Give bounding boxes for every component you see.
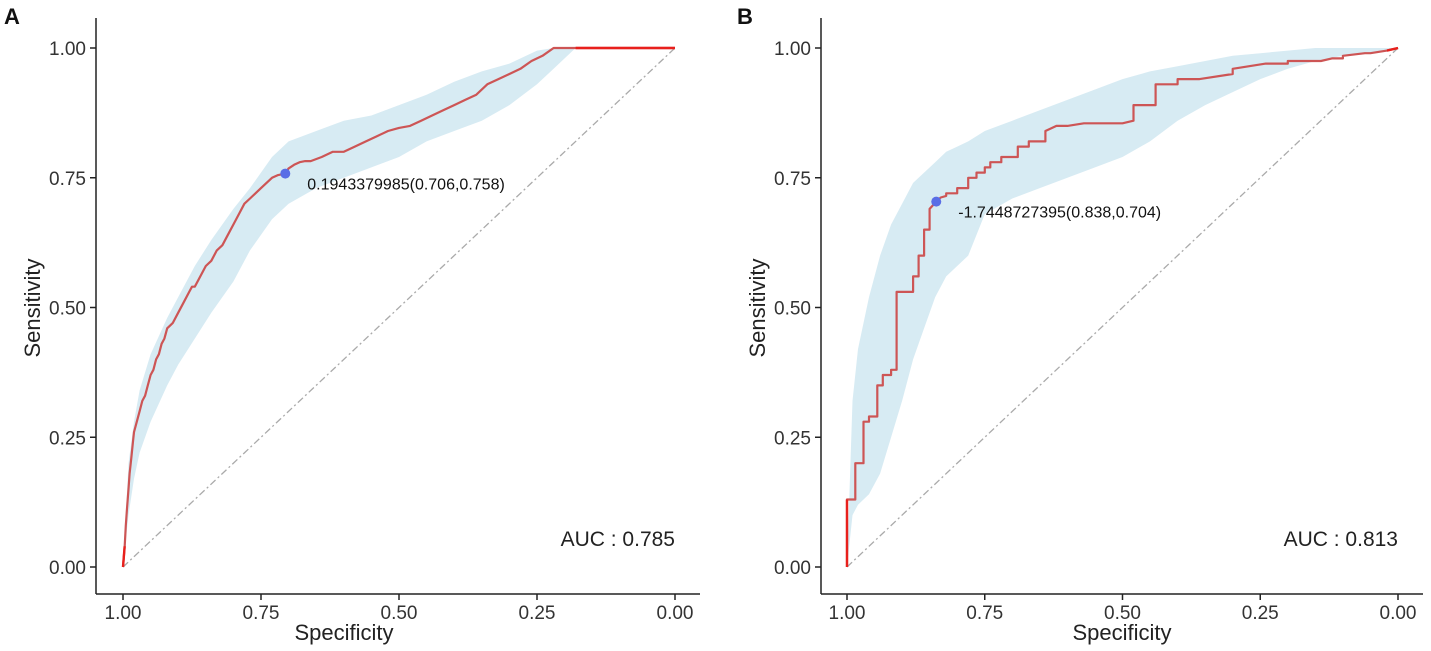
panel-a-roc-curve [121, 46, 675, 568]
panel-b-cutoff-point [931, 196, 942, 207]
panel-a-label: A [4, 4, 20, 29]
panel-a-roc-curve-layer [121, 46, 675, 568]
panel-b-x-tick-label: 0.00 [1380, 603, 1417, 624]
panel-b-cutoff-layer: -1.7448727395(0.838,0.704) [931, 196, 1161, 222]
panel-a-y-axis-title: Sensitivity [20, 258, 45, 357]
panel-b-y-tick-label: 0.25 [774, 428, 811, 449]
panel-b-x-axis-title: Specificity [1072, 620, 1171, 645]
panel-b-diagonal-layer [846, 47, 1399, 568]
panel-a-diagonal-layer [122, 47, 676, 568]
panel-a-x-tick-label: 1.00 [105, 603, 142, 624]
panel-b-label: B [737, 4, 753, 29]
panel-b-x-tick-label: 0.50 [1104, 603, 1141, 624]
panel-a-cutoff-label: 0.1943379985(0.706,0.758) [307, 177, 505, 194]
panel-a-y-tick-label: 0.25 [49, 428, 86, 449]
panel-a-cutoff-point [280, 168, 291, 179]
panel-a-auc-label: AUC : 0.785 [561, 528, 675, 551]
panel-a-x-tick-label: 0.00 [657, 603, 694, 624]
panel-a-x-tick-label: 0.75 [243, 603, 280, 624]
panel-a-diagonal-reference-line [122, 47, 676, 568]
panel-b-diagonal-reference-line [846, 47, 1399, 568]
panel-a-cutoff-layer: 0.1943379985(0.706,0.758) [280, 168, 505, 194]
panel-b-y-tick-label: 1.00 [774, 39, 811, 60]
panel-b-axes: 0.00 0.25 0.50 0.75 1.00 1.00 0.75 0.50 0.25 0.00 [774, 18, 1423, 624]
panel-b-roc-curve-end-segment [1386, 46, 1399, 52]
panel-a-y-tick-label: 0.50 [49, 299, 86, 320]
panel-b: B 0.000.250.500.751.001.00 0.75 0.50 0.25 0.… [737, 4, 1423, 645]
panel-a: A 0.000.250.500.751.001.00 0.75 0.50 0.25 0.… [4, 4, 700, 645]
panel-b-ci-band-layer [847, 48, 1398, 567]
panel-a-x-axis-title: Specificity [294, 620, 393, 645]
panel-b-x-tick-label: 0.75 [966, 603, 1003, 624]
panel-a-y-tick-label: 0.00 [49, 558, 86, 579]
panel-b-auc-label: AUC : 0.813 [1284, 528, 1398, 551]
panel-b-roc-curve-layer [845, 46, 1399, 567]
panel-a-x-tick-label: 0.50 [381, 603, 418, 624]
panel-a-y-tick-label: 1.00 [49, 39, 86, 60]
panel-b-roc-curve [845, 46, 1399, 567]
panel-a-roc-curve-start-segment [121, 546, 126, 568]
panel-b-y-tick-label: 0.50 [774, 299, 811, 320]
panel-b-y-tick-label: 0.00 [774, 558, 811, 579]
panel-b-ci-band [847, 48, 1398, 567]
panel-b-y-axis-title: Sensitivity [745, 258, 770, 357]
panel-a-ci-band [123, 48, 675, 567]
panel-b-x-tick-label: 1.00 [829, 603, 866, 624]
panel-b-cutoff-label: -1.7448727395(0.838,0.704) [958, 205, 1161, 222]
panel-a-axes: 0.00 0.25 0.50 0.75 1.00 1.00 0.75 0.50 0.25 0.00 [49, 18, 700, 624]
panel-a-ci-band-layer [123, 48, 675, 567]
panel-b-x-tick-label: 0.25 [1242, 603, 1279, 624]
panel-a-y-tick-label: 0.75 [49, 169, 86, 190]
panel-b-y-tick-label: 0.75 [774, 169, 811, 190]
panel-a-x-tick-label: 0.25 [519, 603, 556, 624]
